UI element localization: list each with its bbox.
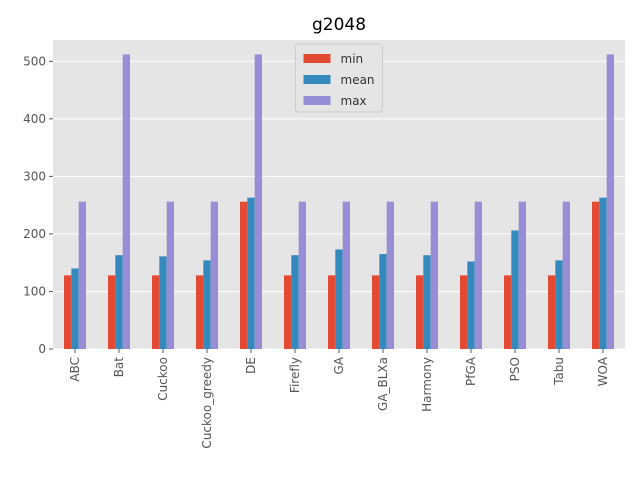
y-tick-label: 500 — [23, 54, 46, 68]
legend-swatch — [303, 96, 331, 105]
bar — [504, 275, 512, 349]
bar — [196, 275, 204, 349]
bar — [342, 201, 350, 349]
bar — [108, 275, 116, 349]
legend-swatch — [303, 75, 331, 84]
bar — [291, 255, 299, 349]
x-tick-label: Tabu — [552, 357, 566, 386]
bar — [599, 197, 607, 349]
bar — [518, 201, 526, 349]
y-tick-label: 200 — [23, 227, 46, 241]
bar — [166, 201, 174, 349]
bar — [240, 201, 248, 349]
bar — [159, 256, 167, 349]
bar — [555, 260, 563, 349]
x-tick-label: Firefly — [288, 357, 302, 393]
x-tick-label: PSO — [508, 357, 522, 381]
x-tick-label: ABC — [68, 357, 82, 382]
legend-label: max — [341, 94, 367, 108]
bar — [460, 275, 468, 349]
x-tick-label: WOA — [596, 356, 610, 386]
bar — [254, 54, 262, 350]
y-tick-label: 300 — [23, 169, 46, 183]
bar — [592, 201, 600, 349]
legend-label: mean — [341, 73, 375, 87]
bar — [562, 201, 570, 349]
x-tick-label: PfGA — [464, 356, 478, 386]
bar — [372, 275, 380, 349]
bar — [416, 275, 424, 349]
y-tick-label: 0 — [38, 342, 46, 356]
bar — [430, 201, 438, 349]
x-tick-label: Cuckoo_greedy — [200, 357, 214, 449]
x-tick-label: Bat — [112, 357, 126, 378]
y-tick-label: 400 — [23, 112, 46, 126]
bar — [467, 261, 475, 349]
bar — [247, 197, 255, 349]
bar — [328, 275, 336, 349]
bar — [606, 54, 614, 350]
legend-swatch — [303, 54, 331, 63]
bar — [78, 201, 86, 349]
y-tick-label: 100 — [23, 284, 46, 298]
bar — [64, 275, 72, 349]
bar — [335, 249, 343, 349]
bar — [474, 201, 482, 349]
x-tick-label: GA_BLXa — [376, 357, 390, 411]
bar — [548, 275, 556, 349]
x-tick-label: Cuckoo — [156, 357, 170, 401]
bar — [386, 201, 394, 349]
chart-title: g2048 — [312, 15, 366, 35]
bar — [115, 255, 123, 349]
x-tick-label: DE — [244, 357, 258, 374]
x-tick-label: Harmony — [420, 357, 434, 412]
bar — [379, 254, 387, 349]
bar — [203, 260, 211, 349]
bar — [284, 275, 292, 349]
bar — [122, 54, 130, 350]
bar — [423, 255, 431, 349]
legend: min mean max — [295, 43, 383, 113]
bar — [298, 201, 306, 349]
x-tick-label: GA — [332, 356, 346, 374]
bar — [210, 201, 218, 349]
legend-label: min — [341, 52, 364, 66]
bar — [511, 230, 519, 349]
bar — [71, 268, 79, 349]
bar — [152, 275, 160, 349]
